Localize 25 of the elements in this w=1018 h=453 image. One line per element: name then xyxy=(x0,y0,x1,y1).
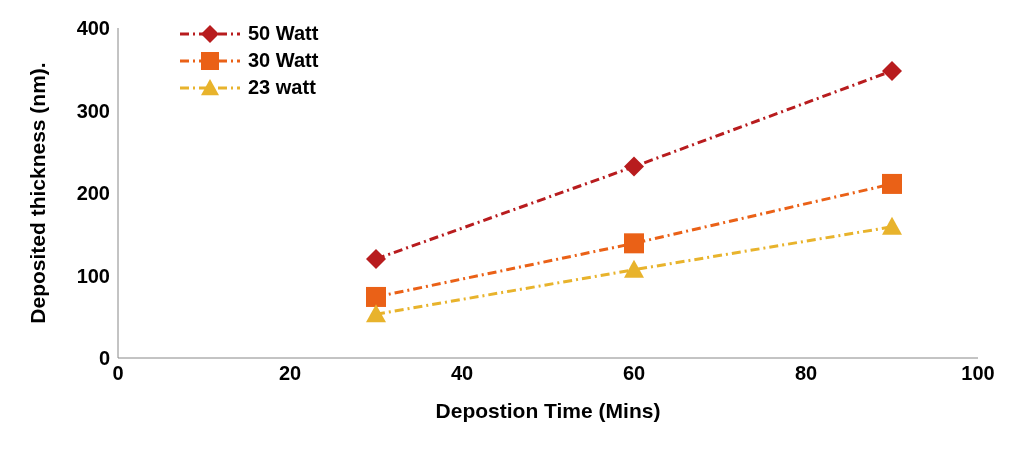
x-tick-label: 40 xyxy=(450,362,474,385)
point xyxy=(624,156,644,177)
y-tick-label: 0 xyxy=(98,347,110,370)
x-tick-label: 60 xyxy=(622,362,646,385)
point xyxy=(366,286,386,307)
legend-label: 30 Watt xyxy=(248,49,319,72)
point xyxy=(624,233,644,254)
x-tick-label: 20 xyxy=(278,362,302,385)
y-tick-label: 400 xyxy=(76,17,110,40)
y-tick-label: 200 xyxy=(76,182,110,205)
y-axis-title: Deposited thickness (nm). xyxy=(26,62,50,324)
x-tick-label: 100 xyxy=(961,362,995,385)
x-tick-label: 80 xyxy=(794,362,818,385)
legend-label: 50 Watt xyxy=(248,22,319,45)
point xyxy=(882,60,902,81)
point xyxy=(882,173,902,194)
x-axis-title: Depostion Time (Mins) xyxy=(435,399,661,422)
y-tick-label: 300 xyxy=(76,99,110,122)
x-tick-label: 0 xyxy=(112,362,124,385)
point xyxy=(366,249,386,269)
point xyxy=(366,304,386,323)
point xyxy=(624,259,644,278)
y-tick-label: 100 xyxy=(76,264,110,287)
legend-label: 23 watt xyxy=(248,76,316,99)
point xyxy=(882,216,902,235)
